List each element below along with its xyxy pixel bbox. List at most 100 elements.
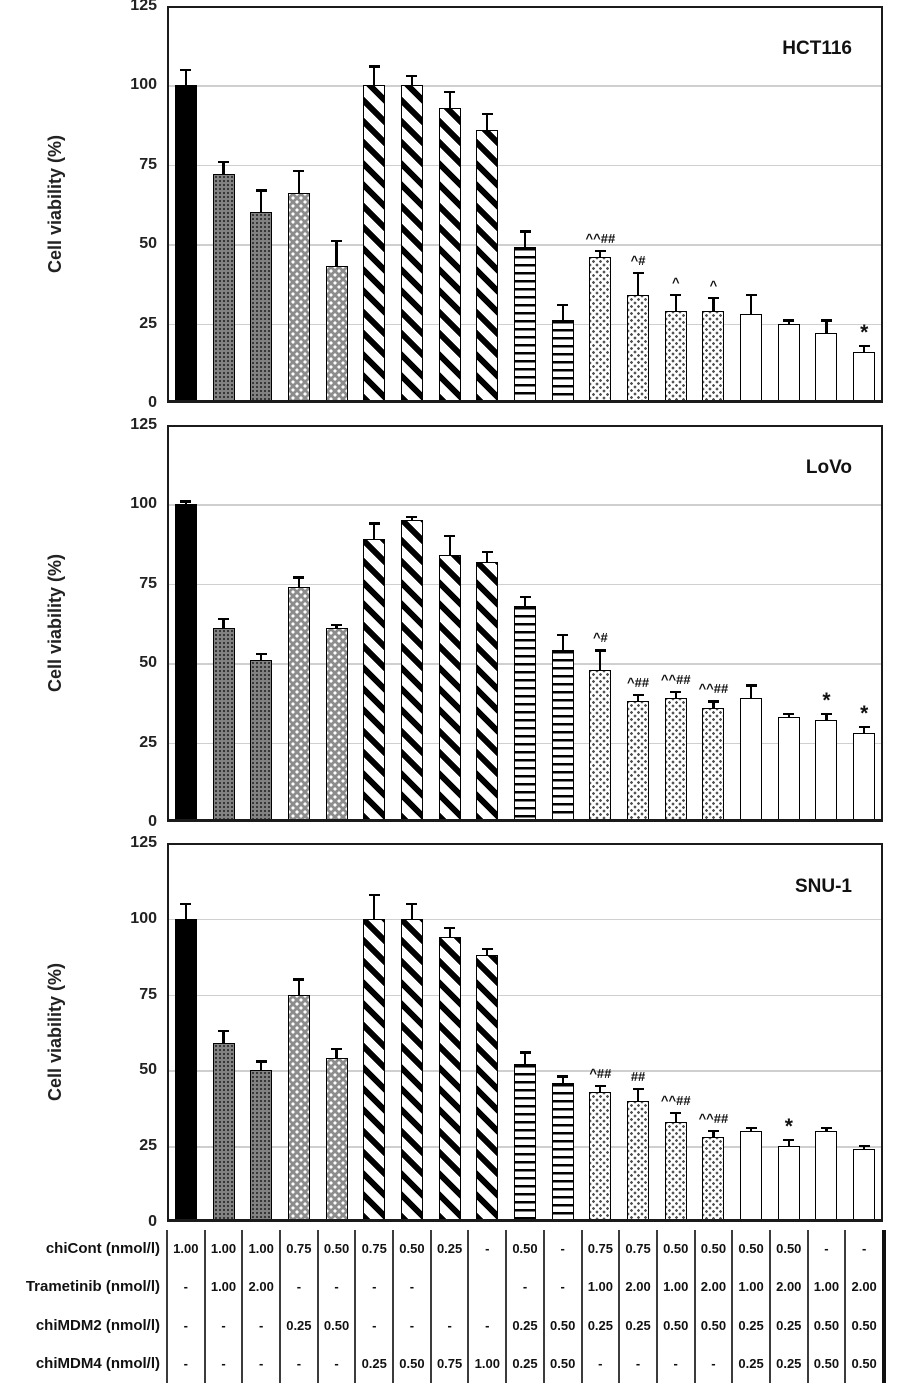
column-divider [731, 1230, 734, 1383]
bar [815, 720, 838, 822]
error-bar [486, 949, 489, 956]
dose-cell: - [598, 1355, 603, 1371]
bar [476, 561, 499, 822]
significance-annotation: * [784, 1115, 793, 1139]
chart-title-snu1: SNU-1 [794, 876, 852, 897]
error-bar [410, 75, 414, 86]
error-bar-cap [707, 700, 719, 703]
gridline [167, 504, 883, 506]
dose-cell: 2.00 [776, 1279, 802, 1295]
bar [664, 1121, 687, 1222]
dose-cell: - [183, 1279, 188, 1295]
bar [853, 1149, 876, 1222]
dose-cell: 0.50 [700, 1317, 727, 1333]
dose-cell: 0.50 [776, 1241, 802, 1256]
error-bar-cap [594, 1084, 606, 1087]
y-tick-label: 75 [139, 985, 157, 1003]
significance-annotation: * [822, 689, 831, 713]
dose-cell: 0.75 [587, 1241, 613, 1256]
error-bar [260, 190, 263, 213]
error-bar [486, 113, 489, 130]
error-bar-cap [368, 893, 380, 896]
significance-annotation: * [860, 701, 869, 725]
error-bar [297, 577, 300, 587]
bar [853, 733, 876, 822]
error-bar-cap [519, 1051, 531, 1054]
error-bar [712, 298, 715, 311]
dose-cell [468, 1268, 506, 1306]
dose-cell: - [447, 1317, 452, 1333]
dose-cell: 0.50 [663, 1317, 689, 1333]
dose-cell: 1.00 [587, 1279, 613, 1295]
dose-cell: 2.00 [248, 1279, 274, 1295]
significance-annotation: ^# [592, 630, 608, 646]
bar [589, 669, 612, 822]
error-bar [222, 618, 225, 629]
bar [174, 918, 197, 1222]
dose-cell: 0.50 [738, 1241, 764, 1256]
error-bar-cap [594, 249, 606, 252]
dose-cell: - [485, 1241, 490, 1256]
bar [400, 85, 423, 403]
error-bar-cap [331, 624, 343, 627]
dose-cell: - [259, 1355, 264, 1371]
dose-cell: - [334, 1355, 339, 1371]
error-bar [750, 1128, 753, 1132]
bar [702, 707, 725, 822]
dose-cell: 0.25 [776, 1355, 802, 1371]
error-bar-cap [594, 649, 606, 652]
significance-annotation: ^^## [660, 671, 691, 687]
error-bar [222, 161, 225, 175]
column-divider [279, 1230, 282, 1383]
bar [476, 955, 499, 1222]
dose-cell: - [296, 1355, 302, 1371]
dose-cell: 0.25 [776, 1317, 802, 1333]
y-tick-label: 25 [139, 1137, 157, 1155]
dose-cell: 0.25 [361, 1355, 387, 1371]
error-bar [712, 1131, 715, 1138]
column-divider [505, 1230, 508, 1383]
dose-cell: - [485, 1317, 490, 1333]
error-bar-cap [331, 240, 343, 243]
dose-cell: - [673, 1355, 678, 1371]
bar [627, 701, 650, 822]
error-bar [448, 536, 451, 556]
dose-cell: 1.00 [663, 1279, 689, 1295]
bar [400, 918, 423, 1222]
bar [551, 650, 574, 822]
bar [551, 320, 574, 403]
error-bar [297, 979, 300, 995]
dose-row-label: Trametinib (nmol/l) [25, 1278, 160, 1296]
dose-cell: - [372, 1279, 377, 1295]
error-bar-cap [858, 725, 870, 729]
error-bar-cap [632, 271, 644, 275]
significance-annotation: ^^## [698, 1111, 729, 1127]
dose-cell: 0.50 [813, 1317, 840, 1333]
error-bar [674, 295, 677, 311]
bar [212, 628, 235, 822]
error-bar-cap [745, 684, 757, 687]
error-bar-cap [820, 1127, 832, 1130]
gridline [167, 164, 883, 167]
significance-annotation: ^^## [660, 1092, 691, 1108]
error-bar [712, 701, 715, 708]
bar [438, 936, 461, 1222]
dose-cell: 0.50 [323, 1241, 350, 1256]
error-bar-cap [820, 713, 832, 716]
error-bar-cap [519, 595, 531, 598]
bar [664, 310, 687, 403]
bar [514, 606, 536, 822]
dose-cell: 0.25 [512, 1317, 538, 1333]
error-bar-cap [632, 693, 644, 697]
dose-cell: 1.00 [474, 1355, 500, 1371]
significance-annotation: ^## [627, 674, 650, 690]
error-bar-cap [406, 74, 418, 78]
error-bar-cap [293, 978, 305, 981]
error-bar [335, 241, 338, 267]
error-bar [674, 1112, 677, 1122]
error-bar-cap [293, 576, 305, 579]
error-bar [260, 653, 263, 661]
error-bar-cap [820, 319, 832, 322]
y-tick-label: 25 [139, 314, 157, 332]
